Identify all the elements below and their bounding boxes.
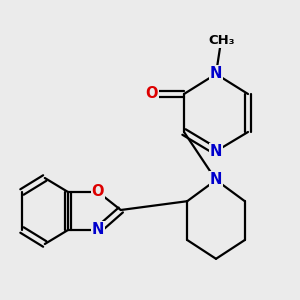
- Text: CH₃: CH₃: [208, 34, 235, 46]
- Text: N: N: [92, 223, 104, 238]
- Text: N: N: [210, 144, 222, 159]
- Text: O: O: [92, 184, 104, 200]
- Text: N: N: [210, 67, 222, 82]
- Text: N: N: [210, 172, 222, 188]
- Text: O: O: [145, 86, 158, 101]
